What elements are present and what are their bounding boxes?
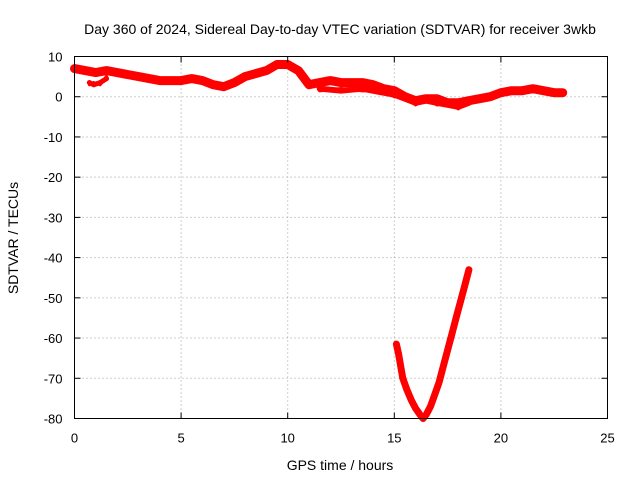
data-point	[136, 74, 141, 80]
data-point	[434, 100, 440, 106]
y-tick-label: -80	[44, 412, 63, 427]
data-point	[285, 62, 291, 67]
data-point	[449, 331, 455, 337]
data-point	[453, 315, 459, 321]
data-point	[93, 70, 99, 76]
data-point	[104, 76, 109, 82]
series-layer	[70, 60, 568, 422]
data-point	[551, 90, 557, 96]
grid-layer	[74, 56, 608, 419]
data-point	[199, 78, 205, 84]
data-point	[317, 86, 323, 92]
data-point	[210, 82, 216, 88]
y-axis-label: SDTVAR / TECUs	[5, 182, 21, 294]
data-point	[306, 82, 312, 88]
x-tick-label: 15	[387, 431, 401, 446]
data-point	[455, 104, 461, 110]
data-point	[157, 78, 163, 84]
data-point	[86, 80, 92, 86]
data-point	[462, 283, 468, 289]
y-tick-label: 0	[55, 90, 62, 105]
data-point	[370, 82, 376, 88]
y-tick-label: -50	[44, 291, 63, 306]
data-point	[393, 341, 399, 347]
y-tick-label: -30	[44, 210, 63, 225]
data-point	[509, 88, 515, 94]
data-point	[408, 397, 414, 403]
data-point	[417, 412, 423, 417]
data-point	[404, 387, 410, 393]
x-tick-label: 5	[177, 431, 184, 446]
y-tick-label: -20	[44, 170, 63, 185]
data-point	[457, 299, 463, 305]
y-tick-label: -60	[44, 331, 63, 346]
data-point	[428, 403, 433, 409]
data-point	[391, 92, 397, 98]
x-axis-label: GPS time / hours	[287, 457, 394, 473]
x-tick-label: 10	[280, 431, 294, 446]
plot-frame	[74, 56, 608, 419]
data-point	[178, 78, 184, 84]
data-point	[359, 80, 365, 86]
y-tick-label: -40	[44, 251, 63, 266]
data-point	[104, 68, 109, 74]
data-point	[436, 379, 442, 385]
data-point	[477, 96, 483, 102]
x-tick-label: 25	[600, 431, 614, 446]
data-point	[349, 80, 355, 86]
data-point	[338, 88, 344, 94]
data-point	[274, 62, 280, 67]
data-point	[541, 88, 546, 94]
data-point	[221, 84, 227, 90]
data-point	[242, 74, 248, 80]
data-point	[317, 80, 323, 86]
data-point	[519, 88, 525, 94]
data-point	[338, 80, 344, 86]
data-point	[381, 90, 387, 96]
data-point	[413, 405, 419, 411]
data-point	[466, 100, 472, 106]
tick-layer: 0 5 10 15 20 25 10 0 -10 -20 -30 -40 -50 -60 -70 -80	[44, 50, 615, 446]
data-point	[263, 68, 269, 74]
y-tick-label: -70	[44, 371, 63, 386]
data-point	[432, 391, 438, 397]
data-point	[91, 82, 97, 88]
data-point	[413, 100, 419, 106]
data-point	[423, 98, 429, 104]
data-point	[327, 78, 333, 84]
data-point	[97, 80, 103, 86]
data-point	[498, 90, 504, 96]
y-tick-label: 10	[48, 50, 62, 65]
x-tick-label: 0	[71, 431, 78, 446]
data-point	[440, 363, 446, 369]
data-point	[396, 351, 402, 357]
data-point	[560, 90, 566, 96]
data-point	[400, 375, 406, 381]
data-point	[445, 347, 451, 353]
y-tick-label: -10	[44, 130, 63, 145]
data-point	[445, 102, 451, 108]
data-point	[231, 80, 237, 86]
chart-title: Day 360 of 2024, Sidereal Day-to-day VTE…	[84, 21, 596, 37]
data-point	[114, 70, 120, 76]
data-point	[487, 94, 493, 100]
data-point	[82, 68, 88, 74]
data-point	[466, 267, 472, 273]
data-point	[423, 412, 429, 417]
data-point	[295, 68, 301, 74]
data-point	[359, 86, 365, 92]
data-point	[530, 86, 536, 92]
data-point	[189, 76, 195, 82]
data-point	[402, 96, 408, 102]
x-tick-label: 20	[494, 431, 508, 446]
